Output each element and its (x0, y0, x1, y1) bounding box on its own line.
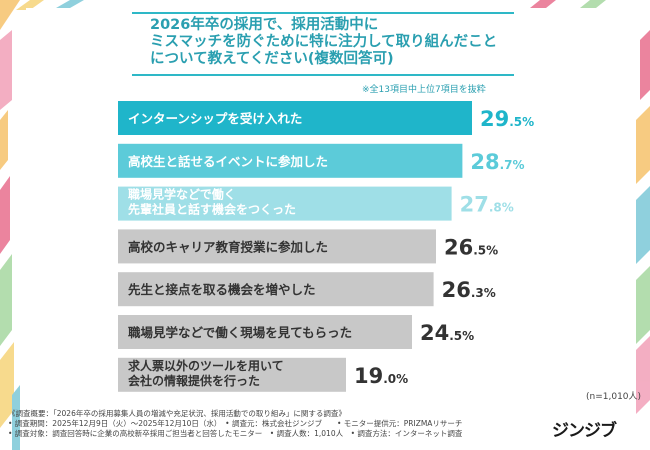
bar-row: 職場見学などで働く現場を見てもらった 24.5% (118, 315, 474, 349)
bar (118, 186, 452, 221)
bar-row: 高校のキャリア教育授業に参加した 26.5% (118, 229, 498, 264)
bar-row: インターンシップを受け入れた 29.5% (118, 101, 534, 135)
bar-value-label: 27.8% (460, 193, 514, 217)
bar-value-label: 24.5% (420, 321, 474, 345)
bar-category-label: 高校生と話せるイベントに参加した (128, 154, 328, 169)
bar-row: 先生と接点を取る機会を増やした 26.3% (118, 272, 496, 307)
bar (118, 101, 472, 135)
bar (118, 229, 436, 264)
survey-footer: 《調査概要：「2026年卒の採用募集人員の増減や充足状況、採用活動での取り組み」… (8, 409, 528, 439)
title-line-3: について教えてください(複数回答可) (150, 51, 394, 67)
bar (118, 315, 412, 349)
bar (118, 357, 346, 392)
title-line-1: 2026年卒の採用で、採用活動中に (150, 17, 379, 33)
bar-category-label: 職場見学などで働く (128, 187, 236, 202)
bar-category-label: インターンシップを受け入れた (128, 111, 302, 126)
footer-line-3: • 調査対象：調査回答時に企業の高校新卒採用ご担当者と回答したモニター • 調査… (8, 429, 463, 438)
bar-value-label: 28.7% (470, 150, 524, 174)
bar-category-label: 職場見学などで働く現場を見てもらった (128, 325, 352, 340)
selection-note: ※全13項目中上位7項目を抜粋 (362, 85, 486, 95)
bar (118, 143, 463, 178)
bar-row: 高校生と話せるイベントに参加した 28.7% (118, 143, 525, 178)
bar (118, 272, 434, 307)
bar-value-label: 19.0% (354, 364, 408, 388)
bar-value-label: 26.5% (444, 235, 498, 259)
title-line-2: ミスマッチを防ぐために特に注力して取り組んだこと (150, 34, 498, 50)
jinjib-logo: ジンジブ (552, 421, 617, 441)
bar-category-label: 先生と接点を取る機会を増やした (128, 282, 316, 297)
title-rule-top (132, 12, 514, 14)
bar-category-label: 高校のキャリア教育授業に参加した (128, 239, 328, 254)
bar-category-label: 先輩社員と話す機会をつくった (128, 202, 296, 217)
title-rule-bottom (132, 74, 514, 76)
sample-size-label: (n=1,010人) (586, 392, 642, 402)
footer-line-1: 《調査概要：「2026年卒の採用募集人員の増減や充足状況、採用活動での取り組み」… (8, 409, 346, 418)
bar-category-label: 求人票以外のツールを用いて (128, 358, 284, 373)
bar-category-label: 会社の情報提供を行った (128, 373, 260, 388)
bar-value-label: 26.3% (442, 278, 496, 302)
chart-title: 2026年卒の採用で、採用活動中に ミスマッチを防ぐために特に注力して取り組んだ… (150, 17, 520, 68)
bar-value-label: 29.5% (480, 107, 534, 131)
footer-line-2: • 調査期間：2025年12月9日（火）～2025年12月10日（水） • 調査… (8, 419, 463, 428)
